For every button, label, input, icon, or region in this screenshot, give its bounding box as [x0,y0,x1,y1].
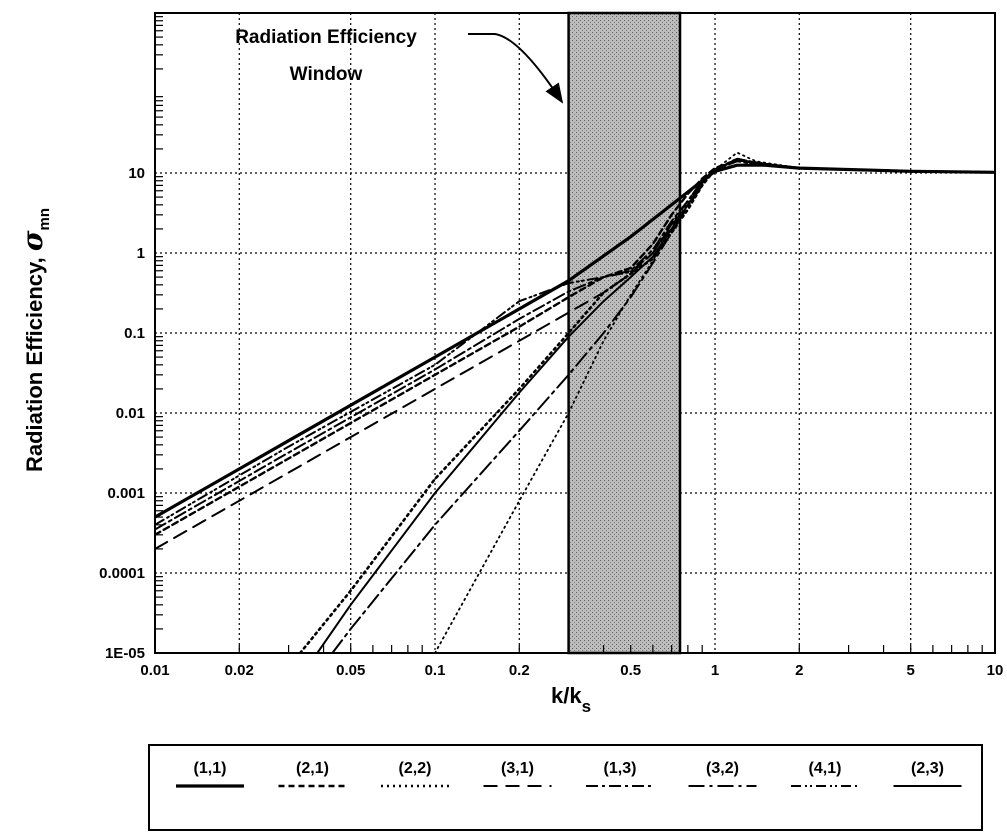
legend-label: (1,3) [604,760,637,777]
x-axis-title: k/ks [551,683,591,716]
plot-frame [154,12,996,654]
legend-label: (1,1) [194,760,227,777]
legend-label: (2,2) [399,760,432,777]
y-tick-labels: 1E-05 0.0001 0.001 0.01 0.1 1 10 [99,165,145,662]
x-tick-label: 0.01 [140,662,169,679]
legend-label: (3,1) [501,760,534,777]
window-label-line2: Window [290,64,363,85]
window-label-line1: Radiation Efficiency [235,27,417,48]
legend: (1,1) (2,1) (2,2) (3,1) (1,3) (3,2) (4,1) (2,3) [148,744,983,831]
x-tick-labels: 0.01 0.02 0.05 0.1 0.2 0.5 1 2 5 10 [140,662,1003,679]
y-tick-label: 0.01 [116,405,145,422]
x-tick-label: 2 [795,662,803,679]
x-tick-label: 10 [987,662,1004,679]
y-axis-symbol: σ [16,230,49,251]
window-band [567,11,682,655]
x-tick-label: 1 [711,662,719,679]
x-tick-label: 0.5 [620,662,641,679]
series-group [155,151,995,653]
window-annotation: Radiation Efficiency Window [235,27,564,104]
legend-label: (2,3) [911,760,944,777]
y-tick-label: 1E-05 [105,645,145,662]
x-tick-label: 0.02 [225,662,254,679]
x-tick-label: 0.1 [425,662,446,679]
y-tick-label: 0.1 [124,325,145,342]
x-axis-subscript: s [582,697,591,716]
x-tick-label: 0.2 [509,662,530,679]
x-tick-label: 5 [907,662,915,679]
y-axis-subscript: mn [36,208,53,231]
efficiency-window [567,11,682,655]
legend-label: (3,2) [706,760,739,777]
legend-label: (2,1) [296,760,329,777]
series-line [434,151,995,653]
legend-box [148,744,983,831]
window-arrow [468,33,564,104]
x-tick-label: 0.05 [336,662,365,679]
y-tick-label: 0.0001 [99,565,145,582]
y-tick-label: 1 [137,245,145,262]
y-axis-title: Radiation Efficiency, σmn [16,208,53,472]
y-tick-label: 0.001 [107,485,145,502]
minor-ticks [155,16,983,653]
legend-label: (4,1) [809,760,842,777]
y-tick-label: 10 [128,165,145,182]
